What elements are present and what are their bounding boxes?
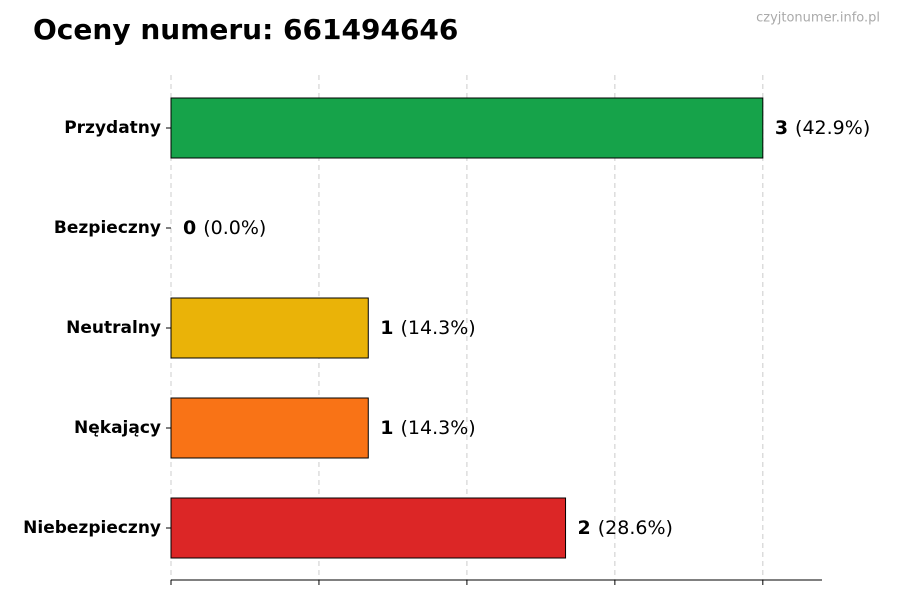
value-share: (42.9%) (795, 117, 870, 139)
y-tick-label: Nękający (74, 418, 161, 438)
bar (170, 497, 567, 559)
watermark: czyjtonumer.info.pl (756, 11, 880, 26)
bar (170, 97, 764, 159)
value-label: 2 (28.6%) (578, 517, 673, 539)
bar (170, 397, 369, 459)
value-share: (0.0%) (203, 217, 266, 239)
value-share: (28.6%) (598, 517, 673, 539)
bar (170, 297, 369, 359)
value-count: 1 (380, 417, 393, 439)
value-label: 3 (42.9%) (775, 117, 870, 139)
value-label: 0 (0.0%) (183, 217, 266, 239)
chart-title: Oceny numeru: 661494646 (33, 13, 458, 46)
y-tick-label: Przydatny (64, 118, 161, 138)
value-label: 1 (14.3%) (380, 317, 475, 339)
value-count: 1 (380, 317, 393, 339)
value-share: (14.3%) (401, 317, 476, 339)
value-count: 2 (578, 517, 591, 539)
y-tick-label: Bezpieczny (54, 218, 161, 238)
y-tick-label: Neutralny (66, 318, 161, 338)
y-tick-label: Niebezpieczny (23, 518, 161, 538)
value-share: (14.3%) (401, 417, 476, 439)
value-count: 3 (775, 117, 788, 139)
value-count: 0 (183, 217, 196, 239)
value-label: 1 (14.3%) (380, 417, 475, 439)
